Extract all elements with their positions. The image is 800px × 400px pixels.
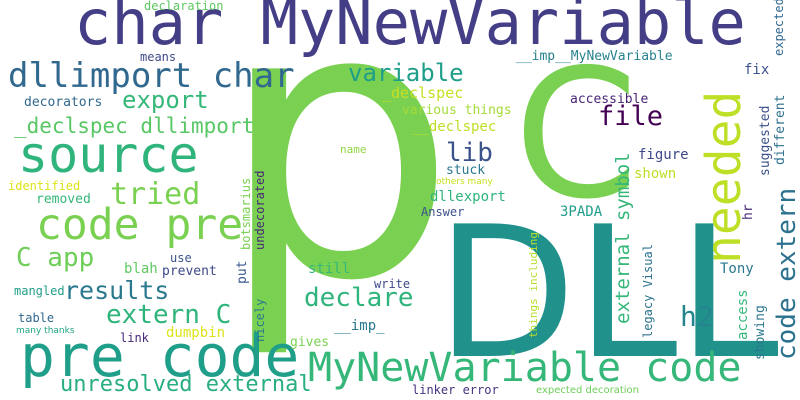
word: link <box>120 331 149 345</box>
word: removed <box>36 192 91 207</box>
word: C <box>514 31 639 238</box>
word: use <box>170 251 192 265</box>
word: dllimport char <box>8 56 295 96</box>
word: Answer <box>421 205 465 219</box>
word: others many <box>436 177 493 187</box>
word: variable <box>348 59 464 87</box>
word: _declspec <box>382 84 464 102</box>
word: code pre <box>36 200 244 250</box>
word: hr <box>741 204 756 220</box>
word: pre code <box>20 322 300 390</box>
word: prevent <box>162 264 217 279</box>
word: MyNewVariable code <box>308 345 742 391</box>
word: means <box>140 50 177 64</box>
word: DLL <box>436 187 779 399</box>
word: undecorated <box>253 170 267 250</box>
word: char MyNewVariable <box>74 0 746 59</box>
word: accessible <box>570 92 649 107</box>
word: results <box>64 276 170 305</box>
word: declare <box>304 283 414 313</box>
word: nicely <box>253 298 267 342</box>
word: code extern <box>772 187 800 360</box>
word: different <box>773 94 788 165</box>
word: decorators <box>24 95 103 110</box>
word: expected <box>772 0 786 56</box>
word: tried <box>110 177 201 212</box>
word: put <box>235 260 250 284</box>
word: Tony <box>720 261 754 277</box>
word: file <box>598 101 664 132</box>
word: identified <box>8 179 81 193</box>
word: __declspec <box>412 119 497 135</box>
word: unresolved external <box>60 372 312 397</box>
word: dllexport <box>430 189 506 205</box>
word: _declspec dllimport <box>14 114 255 138</box>
word: dumpbin <box>166 325 226 341</box>
word: source <box>18 126 199 184</box>
word: name <box>340 143 367 156</box>
word: fix <box>744 62 770 78</box>
word: needed <box>696 90 752 264</box>
word: write <box>374 277 411 291</box>
word: table <box>18 311 55 325</box>
word: botsmarius <box>239 177 253 250</box>
word: h2 <box>680 300 714 333</box>
word: __imp__MyNewVariable <box>516 49 673 64</box>
word: still <box>308 261 351 277</box>
word: 3PADA <box>560 204 603 220</box>
word: legacy Visual <box>641 244 655 338</box>
word: p <box>218 0 457 363</box>
word: showing <box>753 305 768 360</box>
word: shown <box>634 166 677 182</box>
word: __imp_ <box>334 318 385 334</box>
word: linker error <box>412 383 499 397</box>
word: stuck <box>446 163 486 178</box>
word: expected decoration <box>536 385 640 396</box>
word: external symbol <box>612 152 634 324</box>
word: suggested <box>758 105 773 176</box>
word: extern C <box>106 300 232 330</box>
word: various things <box>402 103 512 118</box>
word: declaration <box>144 0 224 13</box>
word: access <box>735 289 751 340</box>
word: many thanks <box>16 326 75 336</box>
word: blah <box>124 261 158 277</box>
word: mangled <box>14 284 65 298</box>
word: gives <box>290 335 330 350</box>
word: figure <box>638 147 689 163</box>
word: C app <box>16 243 95 273</box>
word: things including <box>527 232 540 338</box>
word: lib <box>446 138 493 168</box>
word: export <box>122 86 209 114</box>
